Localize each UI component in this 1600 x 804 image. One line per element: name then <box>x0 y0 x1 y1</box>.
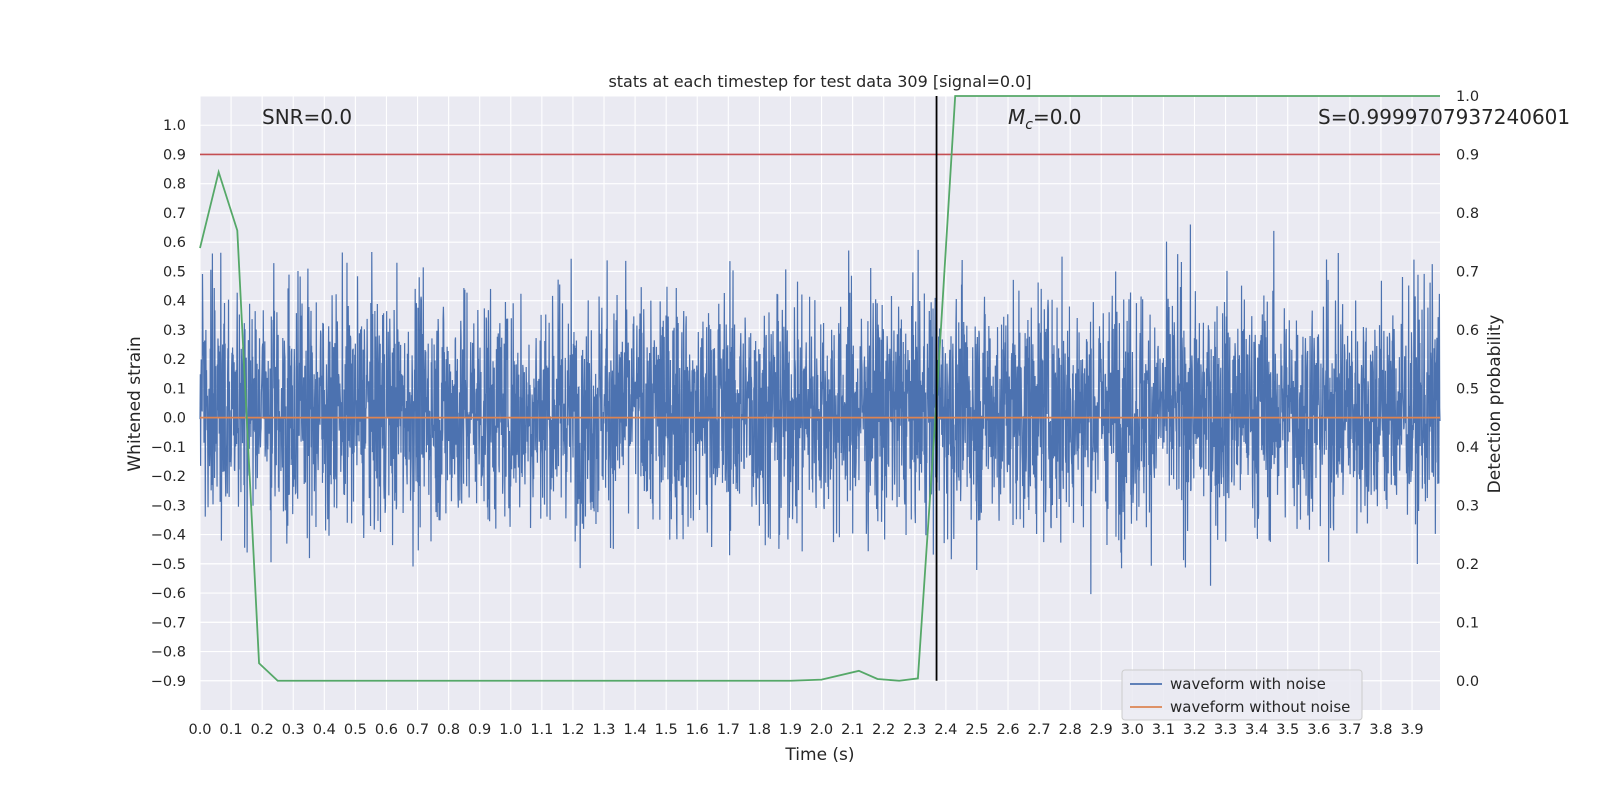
y-tick-label: 0.9 <box>163 147 186 163</box>
x-tick-label: 0.8 <box>437 722 460 738</box>
y2-tick-labels: 1.0 0.9 0.8 0.7 0.6 0.5 0.4 0.3 0.2 0.1 0.0 <box>1456 89 1479 690</box>
x-tick-label: 1.7 <box>717 722 740 738</box>
x-tick-label: 1.1 <box>530 722 553 738</box>
x-tick-label: 3.9 <box>1400 722 1423 738</box>
y-tick-label: 0.3 <box>163 323 186 339</box>
x-tick-label: 3.5 <box>1276 722 1299 738</box>
y2-axis-label: Detection probability <box>1485 315 1505 494</box>
x-tick-label: 0.9 <box>468 722 491 738</box>
y2-tick-label: 0.1 <box>1456 615 1479 631</box>
snr-annotation: SNR=0.0 <box>262 105 352 129</box>
x-tick-label: 0.0 <box>188 722 211 738</box>
x-tick-label: 2.4 <box>934 722 957 738</box>
mc-symbol: M <box>1008 105 1025 129</box>
x-tick-label: 0.1 <box>220 722 243 738</box>
y2-tick-label: 1.0 <box>1456 89 1479 105</box>
x-tick-label: 2.1 <box>841 722 864 738</box>
y-tick-label: 0.2 <box>163 352 186 368</box>
y2-tick-label: 0.3 <box>1456 498 1479 514</box>
y-tick-label: 0.0 <box>163 411 186 427</box>
y2-tick-label: 0.5 <box>1456 381 1479 397</box>
x-tick-label: 1.3 <box>592 722 615 738</box>
s-annotation: S=0.9999707937240601 <box>1318 105 1570 129</box>
x-tick-label: 1.0 <box>499 722 522 738</box>
y-tick-label: −0.8 <box>151 645 186 661</box>
x-tick-label: 2.2 <box>872 722 895 738</box>
y2-tick-label: 0.9 <box>1456 147 1479 163</box>
y-tick-label: −0.2 <box>151 469 186 485</box>
chart-title: stats at each timestep for test data 309… <box>608 72 1031 91</box>
y-tick-label: 0.1 <box>163 381 186 397</box>
y-tick-label: 1.0 <box>163 118 186 134</box>
noise-waveform-path <box>199 224 1441 595</box>
y2-tick-label: 0.2 <box>1456 557 1479 573</box>
x-tick-label: 2.7 <box>1028 722 1051 738</box>
y2-tick-label: 0.6 <box>1456 323 1479 339</box>
y-tick-label: −0.5 <box>151 557 186 573</box>
x-tick-label: 3.0 <box>1121 722 1144 738</box>
mc-annotation: Mc=0.0 <box>1008 105 1082 133</box>
x-tick-label: 1.4 <box>624 722 647 738</box>
y-tick-label: 0.5 <box>163 264 186 280</box>
x-tick-label: 1.6 <box>686 722 709 738</box>
y-tick-label: −0.6 <box>151 586 186 602</box>
legend-label-noise: waveform with noise <box>1170 675 1326 693</box>
x-axis-label: Time (s) <box>784 745 854 765</box>
x-tick-label: 3.4 <box>1245 722 1268 738</box>
x-tick-label: 2.9 <box>1090 722 1113 738</box>
legend: waveform with noise waveform without noi… <box>1121 669 1363 721</box>
x-tick-label: 0.2 <box>251 722 274 738</box>
y2-tick-label: 0.4 <box>1456 440 1479 456</box>
x-tick-labels: 0.0 0.1 0.2 0.3 0.4 0.5 0.6 0.7 0.8 0.9 1.0 1.1 1.2 1… <box>188 722 1423 738</box>
y2-tick-label: 0.8 <box>1456 206 1479 222</box>
y-tick-label: −0.4 <box>151 528 186 544</box>
x-tick-label: 0.5 <box>344 722 367 738</box>
y-tick-labels: 1.0 0.9 0.8 0.7 0.6 0.5 0.4 0.3 0.2 0.1 0.0 −0.1 −0.… <box>151 118 186 690</box>
legend-box <box>1121 669 1363 721</box>
y-axis-label: Whitened strain <box>125 336 145 471</box>
x-tick-label: 1.2 <box>561 722 584 738</box>
x-tick-label: 3.6 <box>1307 722 1330 738</box>
x-tick-label: 1.8 <box>748 722 771 738</box>
x-tick-label: 2.3 <box>903 722 926 738</box>
y-tick-label: 0.8 <box>163 177 186 193</box>
y-tick-label: 0.7 <box>163 206 186 222</box>
mc-subscript: c <box>1025 117 1033 133</box>
series-waveform-with-noise <box>199 224 1441 595</box>
x-tick-label: 2.8 <box>1059 722 1082 738</box>
y2-tick-label: 0.0 <box>1456 674 1479 690</box>
x-tick-label: 0.4 <box>313 722 336 738</box>
y-tick-label: −0.1 <box>151 440 186 456</box>
x-tick-label: 1.5 <box>655 722 678 738</box>
y-tick-label: −0.7 <box>151 615 186 631</box>
x-tick-label: 3.7 <box>1338 722 1361 738</box>
legend-label-clean: waveform without noise <box>1170 698 1350 716</box>
mc-value: =0.0 <box>1033 105 1082 129</box>
x-tick-label: 0.7 <box>406 722 429 738</box>
x-tick-label: 2.6 <box>996 722 1019 738</box>
y2-tick-label: 0.7 <box>1456 264 1479 280</box>
y-tick-label: 0.4 <box>163 294 186 310</box>
x-tick-label: 3.2 <box>1183 722 1206 738</box>
x-tick-label: 0.6 <box>375 722 398 738</box>
x-tick-label: 0.3 <box>282 722 305 738</box>
y-tick-label: 0.6 <box>163 235 186 251</box>
x-tick-label: 3.1 <box>1152 722 1175 738</box>
x-tick-label: 2.0 <box>810 722 833 738</box>
x-tick-label: 3.8 <box>1369 722 1392 738</box>
x-tick-label: 1.9 <box>779 722 802 738</box>
series-detection-probability <box>199 95 1440 682</box>
y-tick-label: −0.9 <box>151 674 186 690</box>
y-tick-label: −0.3 <box>151 498 186 514</box>
x-tick-label: 2.5 <box>965 722 988 738</box>
x-tick-label: 3.3 <box>1214 722 1237 738</box>
